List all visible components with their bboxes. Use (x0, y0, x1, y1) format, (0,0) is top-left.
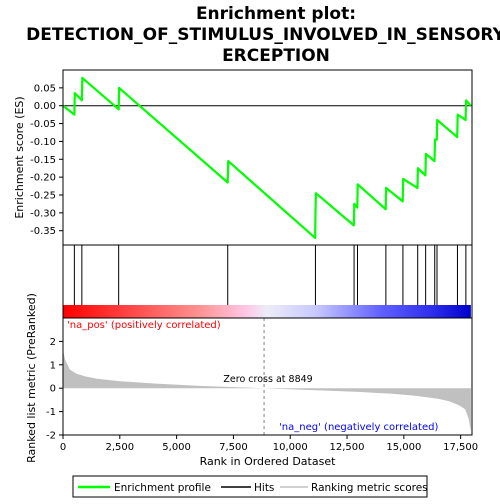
pos-correlated-label: 'na_pos' (positively correlated) (67, 320, 221, 331)
rank-color-band (63, 305, 471, 318)
es-y-tick-label: -0.15 (30, 155, 56, 166)
x-tick-label: 12,500 (330, 442, 365, 453)
x-tick-label: 15,000 (386, 442, 421, 453)
es-y-tick-label: -0.30 (30, 208, 56, 219)
x-tick-label: 17,500 (443, 442, 478, 453)
x-tick-label: 7,500 (219, 442, 248, 453)
x-axis-label: Rank in Ordered Dataset (200, 455, 337, 468)
metric-y-tick-label: 0 (50, 384, 56, 395)
x-tick-label: 2,500 (105, 442, 134, 453)
es-series-line (62, 76, 472, 239)
legend-label-es: Enrichment profile (114, 482, 211, 494)
metric-area (63, 350, 471, 432)
metric-plot-frame (62, 317, 473, 436)
metric-y-tick-label: 1 (50, 360, 56, 371)
chart-title-line-3: ERCEPTION (222, 46, 330, 66)
metric-y-tick-label: -2 (46, 431, 56, 442)
es-y-tick-label: 0.05 (34, 83, 56, 94)
neg-correlated-label: 'na_neg' (negatively correlated) (279, 422, 438, 433)
legend-label-hits: Hits (254, 482, 274, 494)
legend-label-metric: Ranking metric scores (311, 482, 428, 494)
legend: Enrichment profile Hits Ranking metric sco… (72, 475, 428, 498)
x-tick-label: 0 (60, 442, 66, 453)
chart-title-line-2: DETECTION_OF_STIMULUS_INVOLVED_IN_SENSOR… (26, 25, 500, 45)
x-tick-label: 10,000 (273, 442, 308, 453)
es-y-tick-label: 0.00 (34, 101, 56, 112)
zero-cross-label: Zero cross at 8849 (223, 374, 312, 385)
metric-panel: Zero cross at 8849 'na_pos' (positively c… (25, 293, 478, 468)
metric-y-tick-label: 2 (50, 337, 56, 348)
metric-y-axis-label: Ranked list metric (PreRanked) (25, 293, 38, 463)
es-panel: 0.05 0.00 -0.05 -0.10 -0.15 -0.20 -0.25 -0.30 -0… (13, 69, 473, 246)
es-y-tick-label: -0.05 (30, 119, 56, 130)
metric-y-tick-label: -1 (46, 407, 56, 418)
es-y-tick-label: -0.10 (30, 137, 56, 148)
es-y-tick-label: -0.35 (30, 226, 56, 237)
es-y-tick-label: -0.20 (30, 173, 56, 184)
es-y-tick-label: -0.25 (30, 191, 56, 202)
es-y-axis-label: Enrichment score (ES) (13, 96, 26, 218)
chart-title-line-1: Enrichment plot: (196, 4, 356, 24)
x-tick-label: 5,000 (162, 442, 191, 453)
